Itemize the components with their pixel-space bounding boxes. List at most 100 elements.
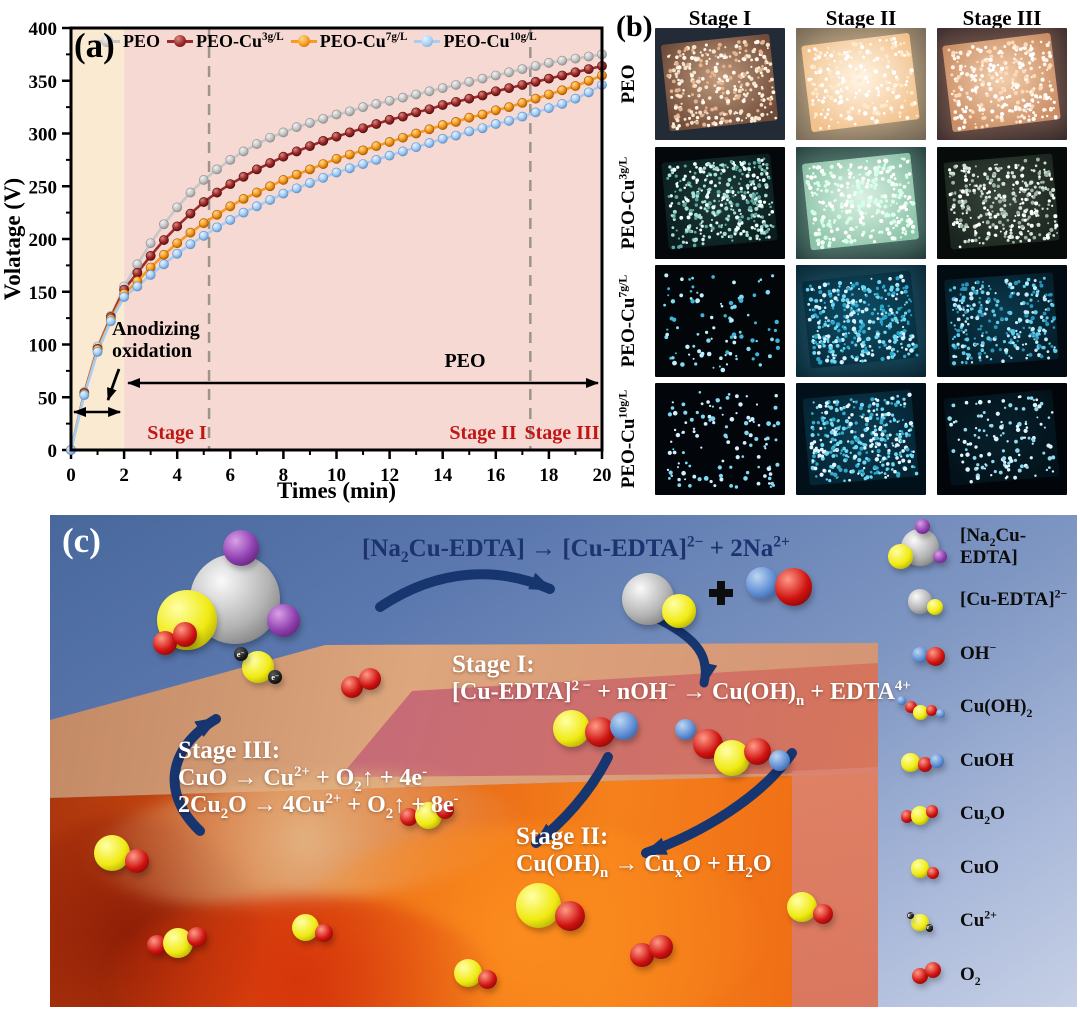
electron-sphere: e⁻ xyxy=(925,924,934,932)
red-sphere xyxy=(813,904,833,924)
na2cuedta-molecule-icon xyxy=(882,519,960,573)
stage3-label: Stage III xyxy=(524,422,600,444)
stage2-title: Stage II: xyxy=(516,823,609,850)
peo-span-annotation: PEO xyxy=(444,350,486,372)
sample-plate xyxy=(802,152,920,252)
legend-item-o2: O2 xyxy=(882,948,1074,1002)
plus-sign xyxy=(709,581,733,605)
stage2-equation: Cu(OH)n → CuxO + H2O xyxy=(516,851,772,881)
red-sphere xyxy=(926,647,945,666)
legend-label: PEO-Cu3g/L xyxy=(196,31,284,51)
red-sphere xyxy=(743,738,771,765)
svg-text:18: 18 xyxy=(539,465,558,486)
column-header-stage2: Stage II xyxy=(825,6,897,30)
cuedta-molecule-icon xyxy=(882,574,960,626)
series-marker-peo-cu3 xyxy=(167,35,194,47)
svg-text:0: 0 xyxy=(66,465,76,486)
red-sphere xyxy=(926,866,940,880)
series-marker-peo xyxy=(94,35,120,47)
electron-sphere: e⁻ xyxy=(233,647,248,662)
yellow-sphere xyxy=(910,859,930,879)
legend-item-cuedta: [Cu-EDTA]2− xyxy=(882,574,1074,628)
red-sphere xyxy=(478,970,498,990)
photo-peo-stage1 xyxy=(655,28,785,140)
chart-legend: PEO PEO-Cu3g/L PEO-Cu7g/L PEO-Cu10g/L xyxy=(94,31,537,52)
legend-label: [Na2Cu-EDTA] xyxy=(960,524,1027,568)
red-sphere xyxy=(917,756,933,772)
sample-plate xyxy=(944,272,1060,368)
svg-text:150: 150 xyxy=(29,283,58,304)
svg-text:Volatage (V): Volatage (V) xyxy=(0,178,25,300)
svg-text:14: 14 xyxy=(433,465,453,486)
sample-plate xyxy=(943,389,1061,487)
red-sphere xyxy=(314,924,333,943)
red-sphere xyxy=(147,935,167,955)
yellow-sphere xyxy=(901,753,920,772)
photo-cu10-stage3 xyxy=(937,383,1067,495)
yellow-sphere xyxy=(94,835,130,871)
cu2o-molecule-icon xyxy=(882,788,960,840)
blue-sphere xyxy=(674,718,696,740)
photo-cu7-stage2 xyxy=(796,265,926,377)
stage1-title: Stage I: xyxy=(452,651,535,678)
legend-item-peo-cu7: PEO-Cu7g/L xyxy=(290,31,408,52)
red-sphere xyxy=(630,943,654,967)
svg-text:400: 400 xyxy=(29,19,58,40)
panel-b-label: (b) xyxy=(616,10,653,43)
svg-text:6: 6 xyxy=(226,465,236,486)
sample-plate xyxy=(801,32,921,133)
legend-label: Cu2O xyxy=(960,803,1005,828)
red-sphere xyxy=(436,800,455,819)
coating-right-face xyxy=(792,767,878,1007)
svg-text:Times (min): Times (min) xyxy=(277,478,396,503)
legend-label: PEO-Cu7g/L xyxy=(319,31,408,51)
cuoh2-molecule-icon xyxy=(882,681,960,733)
sample-plate xyxy=(802,270,920,370)
legend-label: [Cu-EDTA]2− xyxy=(960,587,1068,611)
legend-item-peo-cu10: PEO-Cu10g/L xyxy=(414,31,537,52)
stage1-label: Stage I xyxy=(147,422,207,444)
sample-plate xyxy=(802,389,920,487)
stage3-equation-1: CuO → Cu2+ + O2↑ + 4e- xyxy=(178,764,428,795)
legend-label: PEO xyxy=(123,31,161,51)
column-header-stage1: Stage I xyxy=(688,6,752,30)
photo-peo-stage2 xyxy=(796,28,926,140)
purple-sphere xyxy=(223,530,259,566)
sample-plate xyxy=(943,153,1061,251)
yellow-sphere xyxy=(887,544,913,569)
legend-item-cu2plus: e⁻ e⁻ Cu2+ xyxy=(882,895,1074,949)
legend-item-peo: PEO xyxy=(94,31,160,52)
legend-item-cuoh2: Cu(OH)2 xyxy=(882,681,1074,735)
svg-text:0: 0 xyxy=(48,441,58,462)
legend-label: CuOH xyxy=(960,749,1014,771)
legend-label: CuO xyxy=(960,856,1000,878)
svg-text:2: 2 xyxy=(119,465,129,486)
panel-b-photo-grid: (b) Stage I Stage II Stage III PEO PEO-C… xyxy=(610,0,1080,510)
photo-cu7-stage3 xyxy=(937,265,1067,377)
spark-dots xyxy=(944,280,946,282)
svg-text:12: 12 xyxy=(380,465,399,486)
spark-dots xyxy=(802,282,804,284)
svg-text:10: 10 xyxy=(327,465,346,486)
photo-cu10-stage1 xyxy=(655,383,785,495)
stage1-reaction-block: Stage I: [Cu-EDTA]2 − + nOH− → Cu(OH)n +… xyxy=(452,651,911,708)
svg-text:100: 100 xyxy=(29,336,58,357)
anodizing-oxidation-annotation: Anodizing oxidation xyxy=(112,318,200,363)
o2-molecule-icon xyxy=(882,949,960,1001)
yellow-sphere xyxy=(910,805,930,825)
sample-plate xyxy=(661,153,779,251)
red-sphere xyxy=(340,675,364,699)
red-sphere xyxy=(400,807,419,826)
yellow-sphere xyxy=(552,709,590,747)
red-sphere xyxy=(172,622,198,647)
legend-item-peo-cu3: PEO-Cu3g/L xyxy=(167,31,284,52)
yellow-sphere xyxy=(662,593,697,628)
legend-item-cuo: CuO xyxy=(882,841,1074,895)
cuo-molecule-icon xyxy=(882,842,960,894)
spark-dots xyxy=(942,46,944,48)
blue-sphere xyxy=(610,712,638,740)
purple-sphere xyxy=(915,519,930,535)
blue-sphere xyxy=(769,750,790,771)
stage3-title: Stage III: xyxy=(178,737,281,764)
spark-dots xyxy=(655,265,657,267)
